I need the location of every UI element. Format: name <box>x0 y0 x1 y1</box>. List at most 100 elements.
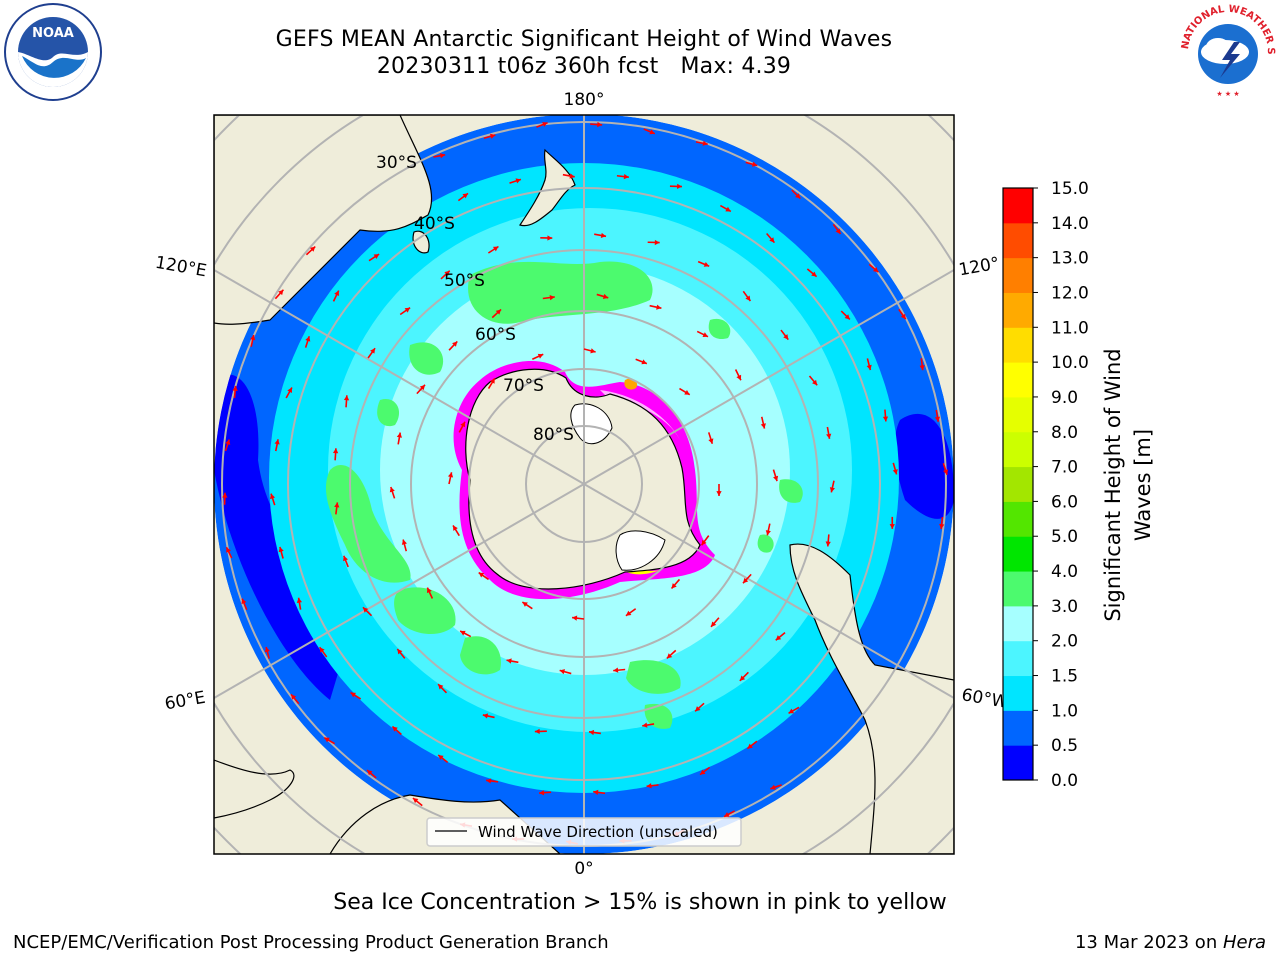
ross-ice-shelf <box>570 403 613 445</box>
wave-vector-head <box>703 261 710 267</box>
wave-vector-head <box>278 546 284 553</box>
colorbar-swatch <box>1003 327 1033 363</box>
wave-vector-head <box>939 523 945 530</box>
australia <box>214 115 433 325</box>
colorbar-swatch <box>1003 222 1033 259</box>
wave-vector-head <box>270 493 276 500</box>
wave-vector-head <box>736 374 742 381</box>
wave-vector-head <box>305 336 311 342</box>
colorbar-tick-label: 13.0 <box>1051 249 1089 269</box>
wave-vector-head <box>702 140 708 146</box>
wave-vector-head <box>537 353 544 359</box>
wave-vector-head <box>641 359 647 365</box>
colorbar-swatch <box>1003 745 1033 781</box>
lat-label-80s: 80°S <box>533 425 574 445</box>
wave-vector-head <box>490 133 496 139</box>
wave-vector-head <box>775 635 782 641</box>
wave-vector-head <box>769 237 775 243</box>
wave-vector-head <box>569 173 575 179</box>
colorbar-tick-label: 10.0 <box>1051 353 1089 373</box>
wave-vector-head <box>287 387 292 394</box>
south-america <box>789 543 954 854</box>
date-text: 13 Mar 2023 on <box>1074 932 1223 953</box>
wave-vector-head <box>350 692 356 698</box>
wave-vector-head <box>419 384 426 391</box>
meridian-label-top: 180° <box>564 90 605 110</box>
wave-vector-head <box>752 161 758 167</box>
new-zealand <box>519 148 576 227</box>
lat-label-70s: 70°S <box>503 376 544 396</box>
wave-vector-head <box>588 729 595 736</box>
wave-vector-head <box>811 271 817 277</box>
wave-vector-head <box>747 743 753 749</box>
credit-line: NCEP/EMC/Verification Post Processing Pr… <box>13 932 609 953</box>
wave-vector-head <box>515 178 521 184</box>
wave-vector-head <box>919 365 925 371</box>
wave-vector-head <box>825 541 831 547</box>
colorbar-tick-label: 14.0 <box>1051 214 1089 234</box>
colorbar-tick-label: 11.0 <box>1051 318 1089 338</box>
colorbar-frame <box>1002 187 1034 781</box>
meridian-label-upper-right: 120° <box>957 254 1001 281</box>
wave-vector-head <box>671 583 677 589</box>
wave-vector-head <box>625 610 632 616</box>
svg-text:★ ★ ★: ★ ★ ★ <box>1216 90 1239 98</box>
wave-vector-head <box>600 232 607 239</box>
wave-vector-head <box>783 334 789 340</box>
noaa-logo-text: NOAA <box>32 26 74 41</box>
wave-vector-head <box>226 547 231 553</box>
kerguelen-region <box>214 759 295 819</box>
wave-vector-head <box>866 364 872 371</box>
wave-vector-head <box>452 341 458 347</box>
wave-vector-head <box>892 469 898 475</box>
wave-vector-head <box>770 784 776 790</box>
wave-vector-head <box>835 228 841 234</box>
wave-vector-head <box>597 121 603 128</box>
wave-vector-head <box>534 728 540 735</box>
wave-vector-head <box>724 812 730 817</box>
wave-vector-head <box>426 587 432 594</box>
wave-vector-head <box>444 270 450 276</box>
wave-vector-head <box>602 293 609 299</box>
wave-vector-head <box>332 448 339 454</box>
wave-vector-head <box>460 630 466 636</box>
wave-vector-head <box>506 658 512 664</box>
wave-vector-head <box>613 667 619 673</box>
wave-vector-head <box>225 439 231 445</box>
colorbar-tick-label: 15.0 <box>1051 179 1089 199</box>
wave-vector-head <box>396 432 403 438</box>
wave-vector-head <box>401 539 407 545</box>
wave-vector-head <box>829 487 835 493</box>
wave-band-low-east <box>894 414 954 519</box>
meridian-label-upper-left: 120°E <box>154 253 208 282</box>
wave-vector-head <box>882 416 889 422</box>
wave-vector-head <box>522 602 528 607</box>
colorbar-tick-label: 7.0 <box>1051 458 1078 478</box>
wave-vector-head <box>438 684 444 690</box>
colorbar-swatch <box>1003 710 1033 746</box>
wave-vector-head <box>701 539 707 546</box>
colorbar-label: Significant Height of Wind Waves [m] <box>1101 348 1155 622</box>
wave-vector-head <box>677 183 682 190</box>
colorbar-tick-label: 2.0 <box>1051 632 1078 652</box>
wave-vector-head <box>788 708 795 714</box>
wave-vector-head <box>812 379 818 386</box>
wave-vector-head <box>656 304 662 310</box>
colorbar-tick-label: 1.0 <box>1051 701 1078 721</box>
weddell-ice-shelf <box>615 530 666 571</box>
wave-vector-head <box>900 313 906 320</box>
colorbar-swatch <box>1003 257 1033 293</box>
colorbar-swatch <box>1003 501 1033 537</box>
colorbar-swatch <box>1003 292 1033 328</box>
wave-vector-head <box>334 502 340 508</box>
wave-vector-head <box>362 607 369 613</box>
wave-vector-head <box>572 615 578 621</box>
wave-vector-head <box>666 653 673 659</box>
wave-vector-head <box>296 597 302 603</box>
wave-vector-head <box>241 598 247 605</box>
wave-vector-head <box>695 706 701 712</box>
wave-vector-head <box>642 722 648 728</box>
wave-vector-head <box>889 524 895 529</box>
chart-subtitle: 20230311 t06z 360h fcst Max: 4.39 <box>0 54 1168 79</box>
wave-vector-head <box>478 572 485 578</box>
